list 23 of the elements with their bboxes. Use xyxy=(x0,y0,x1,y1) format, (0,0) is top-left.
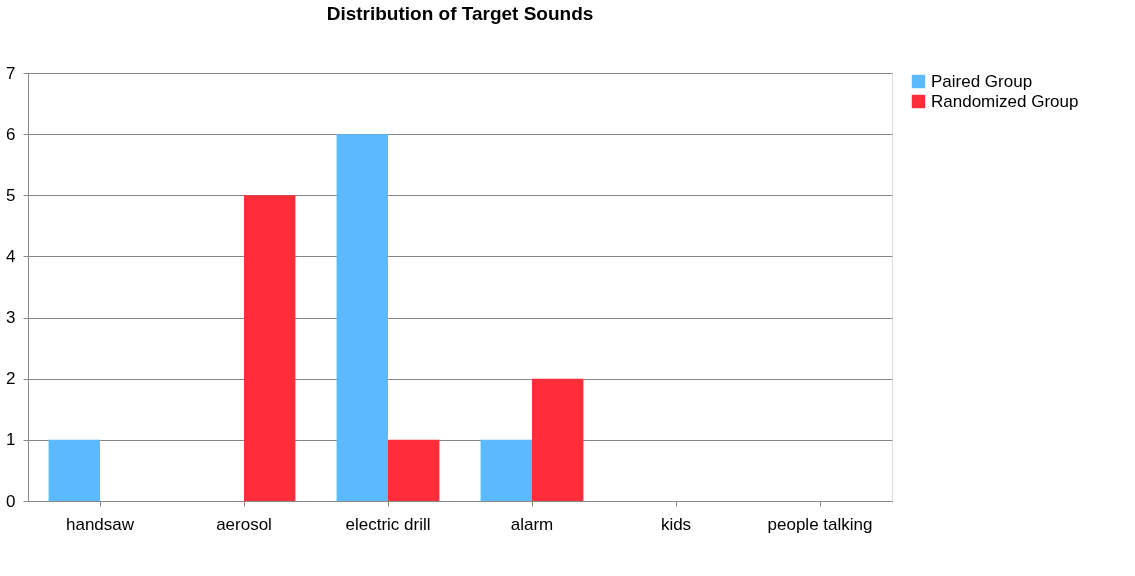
bar xyxy=(480,439,532,501)
chart-title: Distribution of Target Sounds xyxy=(326,3,594,24)
y-tick-label: 3 xyxy=(6,308,16,328)
y-tick-label: 7 xyxy=(6,63,16,83)
x-tick-label: handsaw xyxy=(65,514,135,534)
y-tick-label: 2 xyxy=(6,369,16,389)
bar xyxy=(48,439,100,501)
x-tick-label: alarm xyxy=(510,514,554,534)
x-tick-label: electric drill xyxy=(345,514,431,534)
y-tick-label: 1 xyxy=(6,430,16,450)
bar xyxy=(244,195,296,501)
x-tick-label: aerosol xyxy=(216,514,272,534)
y-tick-label: 0 xyxy=(6,491,16,511)
bar xyxy=(532,378,584,501)
x-tick-label: people talking xyxy=(767,514,873,534)
x-tick-label: kids xyxy=(660,514,692,534)
legend-label: Paired Group xyxy=(931,71,1033,91)
legend-label: Randomized Group xyxy=(931,91,1079,111)
y-tick-label: 5 xyxy=(6,185,16,205)
bar xyxy=(336,134,388,501)
y-tick-label: 6 xyxy=(6,124,16,144)
bar xyxy=(388,439,440,501)
y-tick-label: 4 xyxy=(6,246,16,266)
